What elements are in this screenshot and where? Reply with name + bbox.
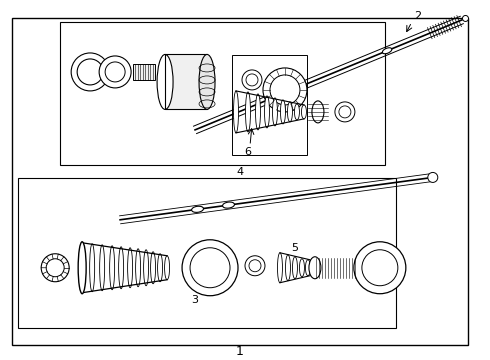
Ellipse shape (110, 246, 115, 290)
Bar (232, 55, 307, 155)
Circle shape (77, 59, 103, 85)
Ellipse shape (309, 257, 321, 279)
Ellipse shape (199, 54, 215, 109)
Ellipse shape (222, 202, 235, 208)
Ellipse shape (245, 92, 250, 132)
Ellipse shape (80, 243, 85, 293)
Circle shape (242, 70, 262, 90)
Circle shape (354, 242, 406, 294)
Text: 6: 6 (245, 147, 251, 157)
Ellipse shape (382, 48, 392, 54)
Circle shape (246, 74, 258, 86)
Ellipse shape (192, 206, 203, 212)
Ellipse shape (272, 98, 277, 126)
Ellipse shape (99, 245, 105, 291)
Ellipse shape (265, 96, 270, 128)
Ellipse shape (158, 254, 163, 282)
Circle shape (362, 250, 398, 286)
Circle shape (46, 259, 64, 277)
Bar (60, 22, 385, 165)
Ellipse shape (288, 102, 293, 122)
Text: 2: 2 (414, 11, 421, 21)
Bar (165, 54, 207, 109)
Circle shape (71, 53, 109, 91)
Circle shape (99, 56, 131, 88)
Ellipse shape (277, 253, 282, 283)
Bar (133, 64, 155, 80)
Circle shape (263, 68, 307, 112)
Ellipse shape (301, 105, 306, 119)
Ellipse shape (305, 260, 311, 276)
Text: 5: 5 (292, 243, 298, 253)
Ellipse shape (78, 242, 86, 294)
Ellipse shape (127, 248, 133, 288)
Ellipse shape (234, 91, 239, 133)
Text: 4: 4 (237, 167, 244, 177)
Ellipse shape (312, 101, 324, 123)
Ellipse shape (299, 259, 304, 277)
Circle shape (190, 248, 230, 288)
Circle shape (105, 62, 125, 82)
Bar (18, 178, 396, 328)
Circle shape (249, 260, 261, 272)
Ellipse shape (157, 54, 173, 109)
Text: 3: 3 (192, 295, 198, 305)
Circle shape (463, 15, 468, 22)
Circle shape (245, 256, 265, 276)
Ellipse shape (294, 104, 299, 120)
Ellipse shape (255, 94, 261, 130)
Ellipse shape (90, 244, 95, 292)
Circle shape (339, 106, 351, 118)
Ellipse shape (165, 256, 170, 280)
Ellipse shape (150, 252, 156, 284)
Ellipse shape (144, 250, 148, 286)
Ellipse shape (286, 255, 291, 281)
Circle shape (428, 172, 438, 183)
Circle shape (41, 254, 69, 282)
Circle shape (335, 102, 355, 122)
Bar (165, 54, 207, 109)
Ellipse shape (136, 249, 141, 287)
Circle shape (270, 75, 300, 105)
Ellipse shape (293, 257, 297, 279)
Ellipse shape (119, 247, 123, 289)
Text: 1: 1 (236, 345, 244, 358)
Circle shape (182, 240, 238, 296)
Ellipse shape (280, 100, 286, 124)
